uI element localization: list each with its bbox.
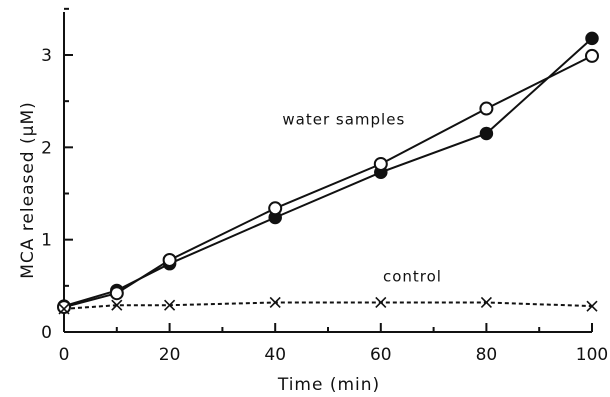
- x-marker: [480, 296, 492, 309]
- open-circle-marker: [57, 300, 71, 315]
- filled-circle-marker: [479, 126, 494, 141]
- annotation-label: control: [383, 268, 442, 286]
- y-tick-label: 1: [41, 231, 52, 251]
- x-marker-stroke: [480, 296, 492, 309]
- x-marker-stroke: [111, 299, 123, 311]
- x-tick-label: 80: [476, 345, 498, 365]
- series-0-line: [63, 37, 593, 308]
- series-lines: [63, 37, 593, 310]
- x-tick-label: 60: [370, 345, 392, 365]
- open-circle-marker: [162, 252, 177, 267]
- tick-labels: 0 20 40 60 80 100 0 1 2 3: [41, 46, 608, 365]
- y-axis-label: MCA released (µM): [18, 101, 38, 279]
- x-tick-label: 20: [159, 345, 181, 365]
- x-tick-label: 100: [576, 345, 608, 365]
- x-marker-stroke: [586, 300, 598, 312]
- x-axis-label: Time (min): [277, 375, 380, 395]
- open-circle-marker: [109, 286, 124, 301]
- open-circle-marker: [268, 201, 283, 216]
- x-marker: [111, 299, 123, 311]
- x-tick-label: 0: [59, 345, 70, 365]
- open-circle-marker: [585, 48, 599, 63]
- annotations: water samples control: [282, 111, 442, 286]
- x-marker-stroke: [269, 296, 281, 309]
- x-marker: [375, 296, 387, 309]
- x-marker: [164, 299, 176, 311]
- annotation-label: water samples: [282, 111, 405, 129]
- x-marker: [269, 296, 281, 309]
- x-marker-stroke: [58, 303, 70, 315]
- x-marker-stroke: [375, 296, 387, 309]
- axes: [63, 12, 592, 333]
- open-circle-marker: [373, 156, 388, 171]
- y-tick-label: 2: [41, 138, 52, 158]
- series-2-line: [63, 301, 593, 310]
- x-marker-stroke: [164, 299, 176, 311]
- ticks: [63, 7, 593, 333]
- x-tick-label: 40: [264, 345, 286, 365]
- x-marker: [586, 300, 598, 312]
- open-circle-marker: [479, 101, 494, 116]
- y-tick-label: 3: [41, 46, 52, 66]
- filled-circle-marker: [585, 31, 599, 46]
- y-tick-label: 0: [41, 323, 52, 343]
- series-markers: [57, 31, 599, 315]
- x-marker: [58, 303, 70, 315]
- series-1-line: [63, 55, 593, 309]
